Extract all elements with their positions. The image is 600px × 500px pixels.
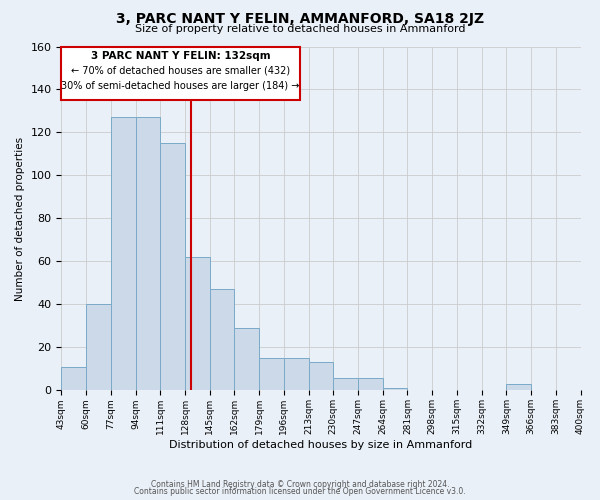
Bar	[185, 257, 210, 390]
Bar	[383, 388, 407, 390]
Bar	[61, 46, 300, 100]
Bar	[111, 118, 136, 390]
Text: Contains HM Land Registry data © Crown copyright and database right 2024.: Contains HM Land Registry data © Crown c…	[151, 480, 449, 489]
Text: ← 70% of detached houses are smaller (432): ← 70% of detached houses are smaller (43…	[71, 66, 290, 76]
Bar	[235, 328, 259, 390]
Bar	[284, 358, 308, 390]
Text: Contains public sector information licensed under the Open Government Licence v3: Contains public sector information licen…	[134, 487, 466, 496]
Bar	[136, 118, 160, 390]
Bar	[160, 143, 185, 390]
X-axis label: Distribution of detached houses by size in Ammanford: Distribution of detached houses by size …	[169, 440, 473, 450]
Text: 3 PARC NANT Y FELIN: 132sqm: 3 PARC NANT Y FELIN: 132sqm	[91, 51, 271, 61]
Bar	[86, 304, 111, 390]
Bar	[61, 367, 86, 390]
Bar	[358, 378, 383, 390]
Bar	[259, 358, 284, 390]
Y-axis label: Number of detached properties: Number of detached properties	[15, 136, 25, 300]
Text: 30% of semi-detached houses are larger (184) →: 30% of semi-detached houses are larger (…	[61, 81, 300, 91]
Bar	[334, 378, 358, 390]
Bar	[506, 384, 531, 390]
Text: 3, PARC NANT Y FELIN, AMMANFORD, SA18 2JZ: 3, PARC NANT Y FELIN, AMMANFORD, SA18 2J…	[116, 12, 484, 26]
Bar	[308, 362, 334, 390]
Text: Size of property relative to detached houses in Ammanford: Size of property relative to detached ho…	[135, 24, 465, 34]
Bar	[210, 290, 235, 390]
